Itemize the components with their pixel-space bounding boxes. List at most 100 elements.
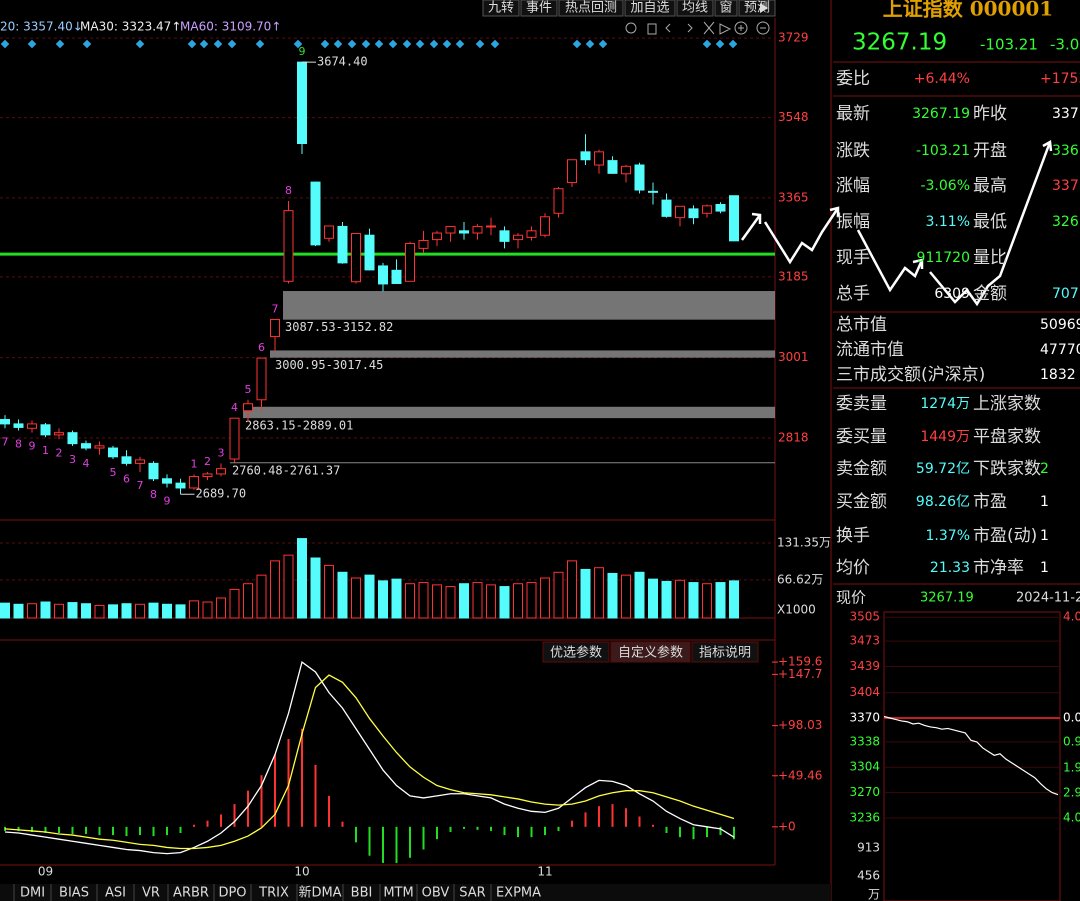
tab-label: MTM	[383, 886, 413, 901]
row-value: 3267.19	[912, 106, 970, 122]
macd-button	[691, 641, 759, 663]
diamond	[333, 39, 343, 49]
row-label2: 昨收	[973, 104, 1007, 124]
zone	[243, 406, 775, 419]
td-count: 7	[272, 302, 279, 315]
candle-body	[580, 151, 591, 161]
candle-body	[648, 190, 658, 193]
candle-body	[364, 234, 375, 271]
diamond	[82, 39, 92, 49]
volume-bar	[432, 584, 442, 619]
row-label: 均价	[836, 558, 870, 578]
td-count: 3	[218, 446, 225, 459]
candle-body	[702, 205, 712, 214]
chart-layer: 3729354833653185300128183087.53-3152.823…	[0, 31, 831, 901]
row-value: +6.44%	[914, 71, 970, 87]
diamond	[402, 39, 412, 49]
ma60-label: MA60: 3109.70↑	[180, 20, 281, 34]
intraday-tick-label: 3236	[849, 811, 880, 825]
toolbar-label: 九转	[488, 1, 514, 16]
candle-body	[499, 230, 510, 242]
zone	[283, 291, 775, 320]
td-count: 6	[123, 473, 130, 486]
price-tick-label: 2818	[778, 430, 809, 444]
tab-label: ARBR	[173, 886, 209, 901]
diamond	[320, 39, 330, 49]
toolbar-label: 预测	[744, 1, 770, 16]
volume-bar	[540, 577, 550, 619]
candle-body	[486, 225, 496, 228]
volume-bar	[648, 578, 658, 619]
row-value2: 326	[1052, 214, 1079, 230]
td-count: 9	[29, 440, 36, 453]
intraday-pct-label: 0.0	[1063, 711, 1080, 725]
toolbar-label: 窗	[719, 0, 732, 16]
row-label: 委买量	[836, 427, 887, 447]
diamond	[27, 39, 37, 49]
price-tick-label: 3729	[778, 31, 809, 45]
row-label2: 量比	[973, 248, 1007, 268]
row-label: 委比	[836, 69, 870, 89]
intraday-tick-label: 3505	[849, 610, 880, 624]
row-value2: 336	[1052, 143, 1079, 159]
diamond	[442, 39, 452, 49]
candle-body	[634, 164, 645, 191]
volume-bar	[418, 582, 429, 619]
volume-bar	[256, 574, 267, 619]
candle-body	[432, 232, 442, 241]
td-count: 5	[245, 383, 252, 396]
tab-label: SAR	[459, 886, 485, 901]
toolbar-button	[714, 0, 738, 17]
candle-body	[67, 432, 78, 445]
intraday-pct-label: 4.0	[1063, 811, 1080, 825]
candle-body	[378, 265, 388, 285]
row-value: 21.33	[930, 560, 970, 576]
toolbar-label: 热点回测	[565, 1, 617, 16]
row-value: 1449万	[920, 429, 970, 445]
row-value2: 337	[1052, 178, 1079, 194]
row-value2: 707	[1052, 286, 1079, 302]
toolbar-icon	[760, 3, 768, 13]
diamond	[455, 39, 465, 49]
row-value2: 1	[1040, 528, 1049, 544]
intraday-pct-label: 1.9	[1063, 761, 1080, 775]
row-value: 1.37%	[926, 528, 970, 544]
volume-bar	[54, 603, 64, 619]
annotation-label: 3674.40	[317, 55, 368, 69]
diamond	[475, 39, 485, 49]
volume-bar	[108, 604, 118, 619]
macd-dea	[4, 674, 735, 850]
diamond	[199, 39, 209, 49]
candle-body	[283, 210, 294, 282]
tab-label: 新DMA	[298, 885, 341, 901]
toolbar-label: 事件	[526, 1, 552, 16]
quote-panel: 上证指数 000001 3267.19 -103.21 -3.0 委比 +6.44% +17…	[836, 0, 1080, 901]
diamond	[293, 39, 303, 49]
candle-body	[513, 234, 523, 241]
volume-bar	[553, 571, 564, 619]
td-count: 7	[2, 435, 9, 448]
price-tick-label: 3185	[778, 269, 809, 283]
tab-label: OBV	[422, 886, 450, 901]
volume-bar	[283, 554, 294, 619]
volume-bar	[324, 564, 334, 619]
row-value2: 1832	[1040, 367, 1076, 383]
intraday-line	[883, 715, 1059, 796]
row-label2: 最低	[973, 212, 1007, 232]
candle-body	[148, 462, 159, 480]
volume-bar	[594, 567, 604, 619]
volume-tick-label: 131.35万	[777, 535, 831, 549]
row-value2: +1753	[1040, 71, 1080, 87]
volume-bar	[162, 603, 172, 619]
row-label: 换手	[836, 526, 870, 546]
toolbar: 九转 事件 热点回测 加自选 均线窗预测	[482, 0, 776, 17]
candle-body	[81, 443, 91, 449]
volume-bar	[607, 572, 618, 619]
macd-button	[610, 641, 691, 663]
diamond	[255, 39, 265, 49]
candle-body	[270, 318, 280, 338]
row-value: 6309	[934, 286, 970, 302]
td-count: 8	[15, 437, 22, 450]
tab-label: BIAS	[59, 886, 89, 901]
